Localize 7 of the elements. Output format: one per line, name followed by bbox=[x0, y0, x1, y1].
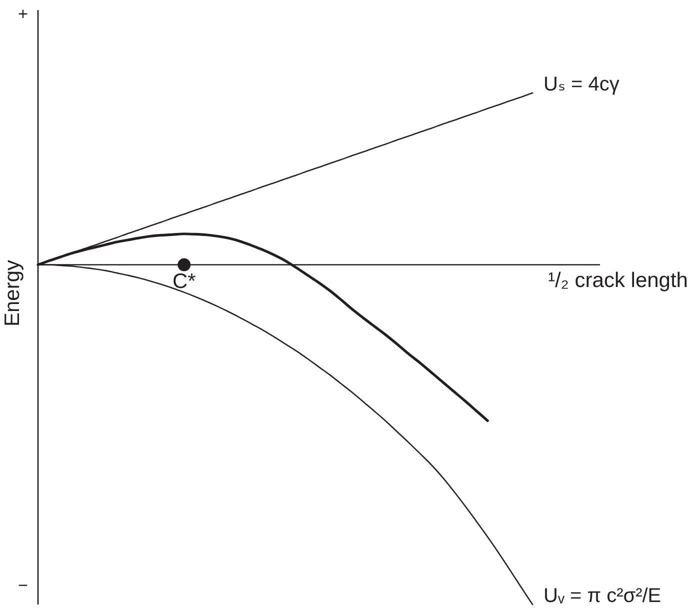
text: + bbox=[18, 4, 28, 24]
y-axis-title: Energy bbox=[0, 259, 24, 327]
annotation: C* bbox=[172, 270, 196, 294]
series-label: Uₛ = 4cγ bbox=[544, 73, 620, 96]
x-axis-title: ¹/₂ crack length bbox=[548, 269, 688, 292]
text: − bbox=[18, 576, 28, 596]
series-label: Uᵥ = π c²σ²/E bbox=[544, 585, 662, 608]
